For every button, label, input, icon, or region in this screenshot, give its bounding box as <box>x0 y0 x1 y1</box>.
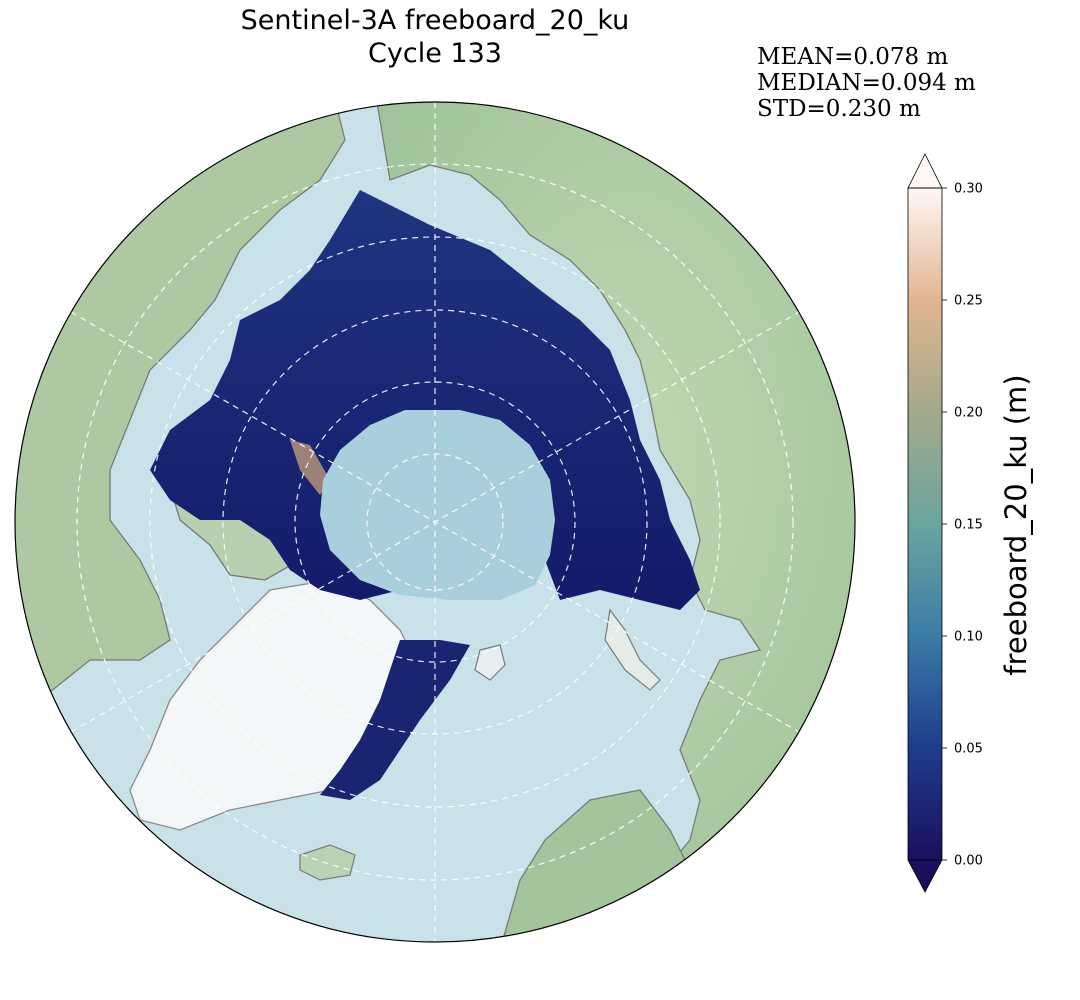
latitude-ring <box>294 381 576 663</box>
sea-ice-freeboard <box>150 190 700 800</box>
colorbar-tick-label: 0.30 <box>954 182 983 197</box>
sea-ice-east-greenland <box>320 640 470 800</box>
polar-map <box>14 101 856 943</box>
latitude-ring <box>76 163 794 881</box>
map-title: Sentinel-3A freeboard_20_ku Cycle 133 <box>200 4 670 70</box>
land-iceland <box>299 844 356 881</box>
stat-median: MEDIAN=0.094 m <box>757 70 976 96</box>
title-line-2: Cycle 133 <box>368 38 502 69</box>
sea-ice-main <box>150 190 700 610</box>
sea-ice-thick-patch <box>290 440 330 495</box>
colorbar-tick-label: 0.25 <box>954 294 983 309</box>
stat-mean: MEAN=0.078 m <box>757 44 949 70</box>
colorbar-tick-label: 0.15 <box>954 518 983 533</box>
colorbar: 0.00 0.05 0.10 0.15 0.20 0.25 0.30 <box>907 153 983 893</box>
colorbar-gradient <box>908 188 942 860</box>
statistics-block: MEAN=0.078 m MEDIAN=0.094 m STD=0.230 m <box>757 44 976 122</box>
colorbar-tick-label: 0.10 <box>954 630 983 645</box>
meridian-line <box>70 311 800 733</box>
title-line-1: Sentinel-3A freeboard_20_ku <box>240 5 630 36</box>
colorbar-label: freeboard_20_ku (m) <box>999 374 1033 676</box>
colorbar-extend-min <box>907 859 943 893</box>
colorbar-tick-label: 0.20 <box>954 406 983 421</box>
graticule <box>70 102 800 942</box>
map-boundary <box>14 101 856 943</box>
colorbar-tick-label: 0.05 <box>954 742 983 757</box>
land-novaya-zemlya <box>604 608 661 691</box>
pole-hole <box>320 410 555 600</box>
colorbar-extend-max <box>907 153 943 189</box>
land-svalbard <box>474 644 506 681</box>
colorbar-tick-label: 0.00 <box>954 854 983 869</box>
stat-std: STD=0.230 m <box>757 96 921 122</box>
colorbar-ticks: 0.00 0.05 0.10 0.15 0.20 0.25 0.30 <box>942 182 983 869</box>
